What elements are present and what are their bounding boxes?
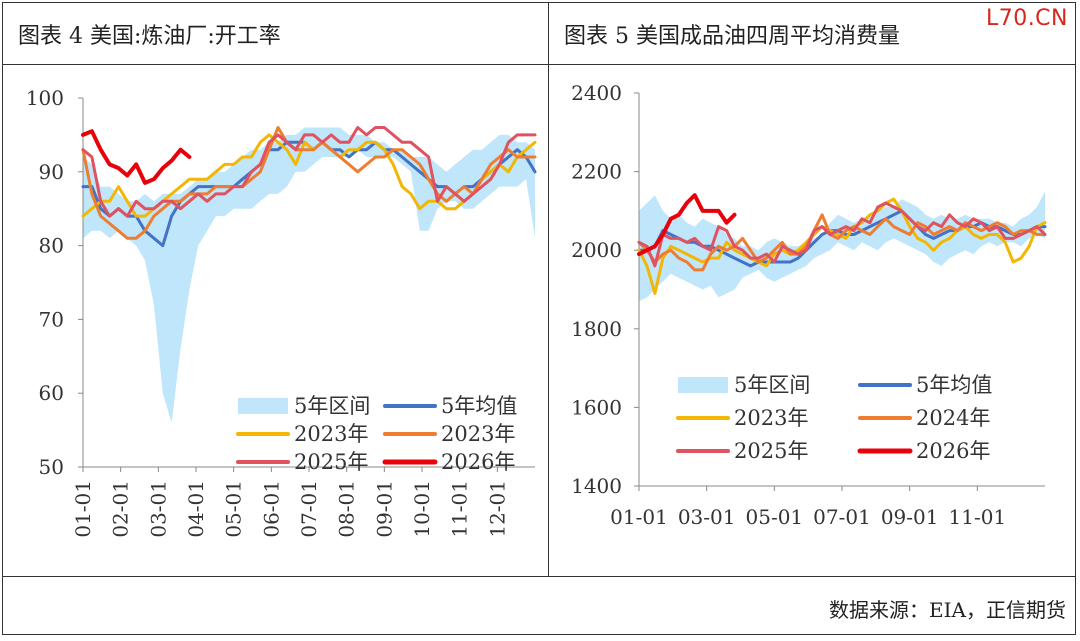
y-tick-label: 1600 (571, 395, 622, 419)
x-tick-label: 12-01 (485, 480, 509, 538)
chart4-title: 图表 4 美国:炼油厂:开工率 (18, 24, 281, 49)
legend-label-y2024: 2023年 (441, 422, 515, 446)
legend-label-band: 5年区间 (734, 373, 810, 397)
y-tick-label: 50 (39, 455, 64, 479)
legend-swatch-band (238, 398, 288, 414)
title-divider (2, 64, 1076, 65)
chart5-range-band (639, 191, 1045, 302)
legend-label-avg: 5年均值 (916, 373, 992, 397)
y-tick-label: 80 (39, 234, 64, 258)
x-tick-label: 01-01 (71, 480, 95, 538)
chart4-range-band (83, 127, 535, 423)
legend-label-y2024: 2024年 (916, 406, 990, 430)
x-tick-label: 08-01 (335, 480, 359, 538)
chart5-title: 图表 5 美国成品油四周平均消费量 (564, 24, 900, 49)
legend-label-y2026: 2026年 (441, 450, 515, 474)
legend-label-y2023: 2023年 (734, 406, 808, 430)
x-tick-label: 04-01 (184, 480, 208, 538)
panel-divider (548, 2, 549, 576)
series-line-y2026 (637, 193, 737, 257)
x-tick-label: 09-01 (881, 505, 939, 529)
source-note: 数据来源：EIA，正信期货 (829, 598, 1066, 622)
x-tick-label: 01-01 (610, 505, 668, 529)
legend-label-band: 5年区间 (294, 394, 370, 418)
legend-label-y2025: 2025年 (294, 450, 368, 474)
legend-label-y2026: 2026年 (916, 439, 990, 463)
x-tick-label: 05-01 (746, 505, 804, 529)
series-line-y2024 (81, 126, 537, 240)
source-divider (2, 576, 1076, 577)
y-tick-label: 90 (39, 160, 64, 184)
x-tick-label: 11-01 (949, 505, 1007, 529)
y-tick-label: 70 (39, 307, 64, 331)
watermark: L70.CN (985, 6, 1068, 31)
x-tick-label: 07-01 (297, 480, 321, 538)
x-tick-label: 02-01 (109, 480, 133, 538)
y-tick-label: 1400 (571, 474, 622, 498)
legend-label-y2023: 2023年 (294, 422, 368, 446)
x-tick-label: 10-01 (410, 480, 434, 538)
legend-label-avg: 5年均值 (441, 394, 517, 418)
y-tick-label: 100 (26, 86, 64, 110)
y-tick-label: 2000 (571, 238, 622, 262)
series-line-y2025 (81, 126, 537, 218)
x-tick-label: 07-01 (813, 505, 871, 529)
y-tick-label: 2200 (571, 160, 622, 184)
series-line-y2024 (637, 213, 1047, 272)
legend-label-y2025: 2025年 (734, 439, 808, 463)
y-tick-label: 2400 (571, 81, 622, 105)
x-tick-label: 03-01 (678, 505, 736, 529)
x-tick-label: 09-01 (372, 480, 396, 538)
series-line-y2026 (81, 129, 192, 185)
y-tick-label: 60 (39, 381, 64, 405)
x-tick-label: 03-01 (146, 480, 170, 538)
x-tick-label: 06-01 (259, 480, 283, 538)
legend-swatch-band (678, 377, 728, 393)
x-tick-label: 11-01 (448, 480, 472, 538)
x-tick-label: 05-01 (222, 480, 246, 538)
y-tick-label: 1800 (571, 317, 622, 341)
series-line-y2025 (637, 201, 1047, 268)
